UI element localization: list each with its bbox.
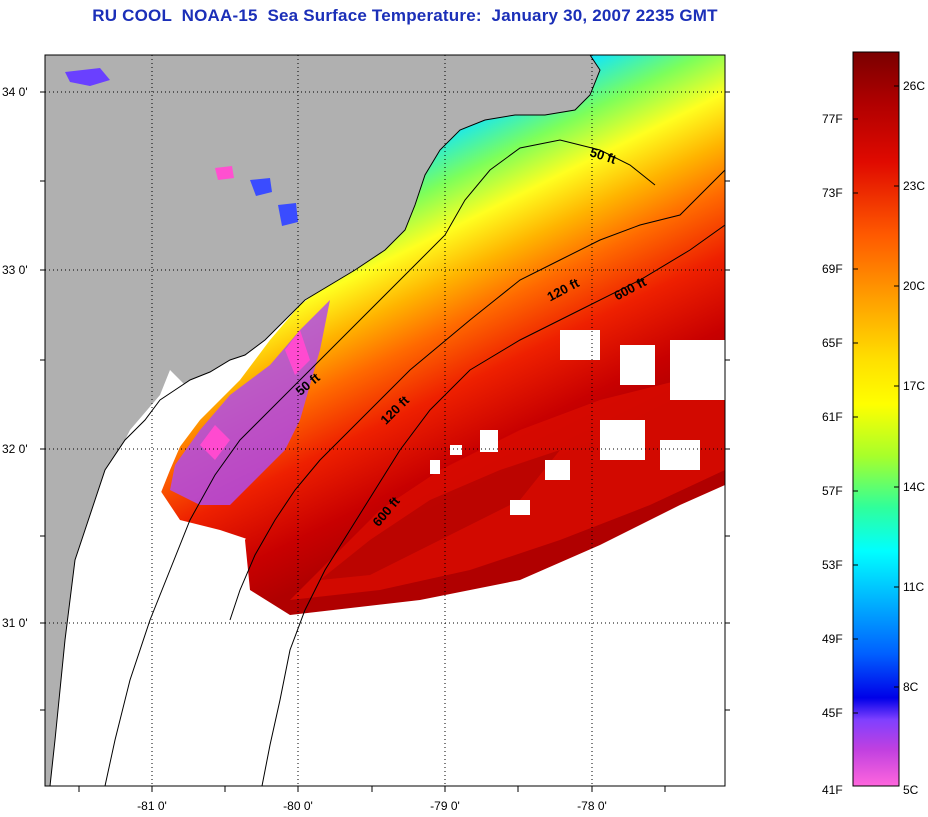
gulf-stream-hot-spot [320, 450, 560, 580]
lon-label: -78 0' [577, 799, 607, 813]
colorbar-f-label: 65F [822, 336, 843, 350]
inland-lake [65, 68, 110, 86]
colorbar-c-label: 23C [903, 179, 925, 193]
lat-label: 31 0' [2, 616, 28, 630]
colorbar-f-label: 73F [822, 186, 843, 200]
colorbar-f-label: 45F [822, 706, 843, 720]
colorbar-c-label: 5C [903, 783, 919, 797]
colorbar-c-label: 17C [903, 379, 925, 393]
colorbar-c-label: 11C [903, 580, 924, 594]
lon-label: -81 0' [137, 799, 167, 813]
isobath-50ft [104, 139, 656, 786]
inland-lake [215, 166, 234, 180]
lat-label: 33 0' [2, 263, 28, 277]
lon-label: -79 0' [430, 799, 460, 813]
cold-pink-patch [200, 330, 310, 460]
axis-ticks [40, 91, 730, 792]
colorbar-f-label: 61F [822, 410, 843, 424]
lat-label: 32 0' [2, 442, 28, 456]
isobath-600ft [261, 224, 725, 786]
colorbar-c-label: 14C [903, 480, 925, 494]
lon-label: -80 0' [283, 799, 313, 813]
map-frame [44, 54, 726, 787]
coastline [49, 55, 601, 786]
colorbar-f-label: 77F [822, 112, 843, 126]
colorbar-c-label: 20C [903, 279, 925, 293]
sst-image-area [45, 55, 725, 786]
colorbar-f-label: 41F [822, 783, 843, 797]
temperature-colorbar [852, 51, 900, 787]
colorbar-f-label: 53F [822, 558, 843, 572]
cloud-patches [430, 330, 725, 515]
map-title: RU COOL NOAA-15 Sea Surface Temperature:… [92, 6, 718, 25]
coastal-no-data-strip [50, 370, 200, 786]
colorbar-f-label: 57F [822, 484, 843, 498]
inland-lake [278, 203, 298, 226]
colorbar-f-label: 69F [822, 262, 843, 276]
colorbar-f-label: 49F [822, 632, 843, 646]
isobath-120ft [229, 169, 725, 621]
colorbar-ticks [853, 85, 899, 714]
land-mass [45, 55, 600, 786]
lat-label: 34 0' [2, 85, 28, 99]
graticule [45, 55, 725, 786]
colorbar-c-label: 26C [903, 79, 925, 93]
colorbar-c-label: 8C [903, 680, 919, 694]
inland-lake [250, 178, 272, 196]
